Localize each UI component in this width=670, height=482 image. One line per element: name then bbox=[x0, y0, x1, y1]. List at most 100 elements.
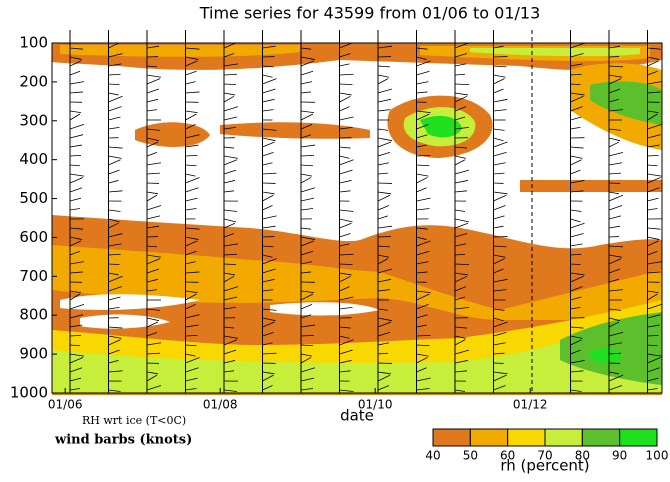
wind-barb bbox=[647, 56, 660, 60]
wind-barb bbox=[108, 146, 123, 149]
wind-barb bbox=[339, 209, 354, 212]
wind-barb bbox=[262, 98, 275, 103]
wind-barb bbox=[454, 209, 466, 212]
wind-barb bbox=[69, 197, 82, 202]
wind-barb bbox=[647, 377, 659, 382]
wind-barb bbox=[108, 169, 120, 175]
wind-barb bbox=[300, 164, 314, 167]
wind-barb bbox=[416, 187, 427, 193]
wind-barb bbox=[416, 227, 428, 230]
wind-barb bbox=[493, 152, 507, 157]
wind-barb bbox=[108, 180, 119, 184]
wind-barb bbox=[223, 83, 237, 85]
wind-barb bbox=[493, 254, 506, 258]
wind-barb bbox=[185, 335, 198, 337]
wind-barb bbox=[377, 194, 391, 202]
wind-barb bbox=[416, 236, 427, 240]
wind-barb bbox=[185, 187, 199, 193]
wind-barb bbox=[262, 162, 273, 166]
wind-barb bbox=[416, 208, 430, 211]
wind-barb bbox=[570, 306, 581, 310]
wind-barb bbox=[146, 109, 158, 112]
wind-barb bbox=[300, 197, 315, 202]
wind-barb bbox=[262, 152, 274, 157]
wind-barb bbox=[185, 388, 197, 391]
wind-barb bbox=[262, 332, 274, 337]
wind-barb bbox=[185, 290, 198, 294]
wind-barb bbox=[339, 106, 350, 112]
wind-barb bbox=[608, 191, 620, 195]
wind-barb bbox=[262, 215, 277, 220]
wind-barb bbox=[454, 306, 470, 310]
wind-barb bbox=[108, 275, 123, 283]
wind-barb bbox=[493, 258, 505, 265]
wind-barb bbox=[493, 162, 506, 166]
wind-barb bbox=[608, 374, 624, 382]
wind-barb bbox=[262, 191, 275, 195]
wind-barb bbox=[608, 225, 621, 229]
colorbar-tick-label: 40 bbox=[425, 449, 440, 463]
wind-barb bbox=[69, 314, 84, 319]
wind-barb bbox=[185, 164, 197, 167]
wind-barb bbox=[377, 215, 389, 220]
wind-barb bbox=[454, 155, 467, 159]
wind-barb bbox=[454, 339, 466, 346]
wind-barb bbox=[223, 339, 238, 346]
wind-barb bbox=[300, 353, 313, 357]
wind-barb bbox=[300, 155, 315, 157]
wind-barb bbox=[377, 172, 389, 175]
wind-barb bbox=[608, 371, 620, 375]
wind-barb bbox=[185, 110, 198, 114]
colorbar-tick-label: 50 bbox=[463, 449, 478, 463]
wind-barb bbox=[377, 385, 390, 391]
y-tick-label: 1000 bbox=[10, 384, 48, 402]
wind-barb bbox=[339, 389, 354, 392]
wind-barb bbox=[146, 191, 159, 195]
wind-barb bbox=[300, 261, 313, 265]
wind-barb bbox=[108, 92, 119, 96]
wind-barb bbox=[377, 65, 391, 68]
wind-barb bbox=[108, 83, 120, 85]
wind-barb bbox=[223, 209, 238, 212]
wind-barb bbox=[454, 169, 470, 175]
y-tick-label: 900 bbox=[19, 345, 48, 363]
wind-barb bbox=[223, 169, 237, 175]
wind-barb bbox=[608, 268, 621, 274]
wind-barb bbox=[493, 352, 505, 355]
wind-barb bbox=[223, 159, 238, 166]
wind-barb bbox=[493, 374, 507, 382]
wind-barb bbox=[608, 172, 622, 175]
wind-barb bbox=[223, 106, 239, 112]
wind-barb bbox=[185, 293, 197, 301]
y-tick-label: 100 bbox=[19, 34, 48, 52]
wind-barb bbox=[416, 250, 430, 256]
wind-barb bbox=[647, 110, 659, 114]
wind-barb bbox=[377, 225, 393, 229]
wind-barb bbox=[493, 137, 504, 142]
wind-barb bbox=[185, 208, 197, 211]
wind-barb bbox=[300, 134, 312, 139]
wind-barb bbox=[300, 240, 315, 247]
wind-barb bbox=[647, 357, 661, 364]
wind-barb bbox=[185, 357, 200, 364]
wind-barb bbox=[262, 65, 274, 68]
wind-barb bbox=[223, 218, 237, 223]
wind-barb bbox=[146, 245, 158, 248]
wind-barb bbox=[416, 110, 431, 114]
colorbar-box bbox=[581, 428, 621, 447]
wind-barb bbox=[146, 137, 160, 142]
wind-barb bbox=[377, 258, 389, 265]
wind-barb bbox=[377, 342, 390, 346]
wind-barb bbox=[608, 98, 620, 103]
wind-barb bbox=[454, 42, 469, 49]
wind-barb bbox=[454, 360, 469, 364]
wind-barb bbox=[300, 60, 315, 67]
wind-barb bbox=[377, 78, 389, 85]
wind-barb bbox=[108, 190, 123, 193]
wind-barb bbox=[108, 370, 123, 373]
wind-barb bbox=[416, 113, 430, 121]
wind-barb bbox=[416, 60, 431, 67]
wind-barb bbox=[570, 389, 582, 392]
wind-barb bbox=[608, 352, 622, 355]
wind-barb bbox=[146, 152, 158, 157]
